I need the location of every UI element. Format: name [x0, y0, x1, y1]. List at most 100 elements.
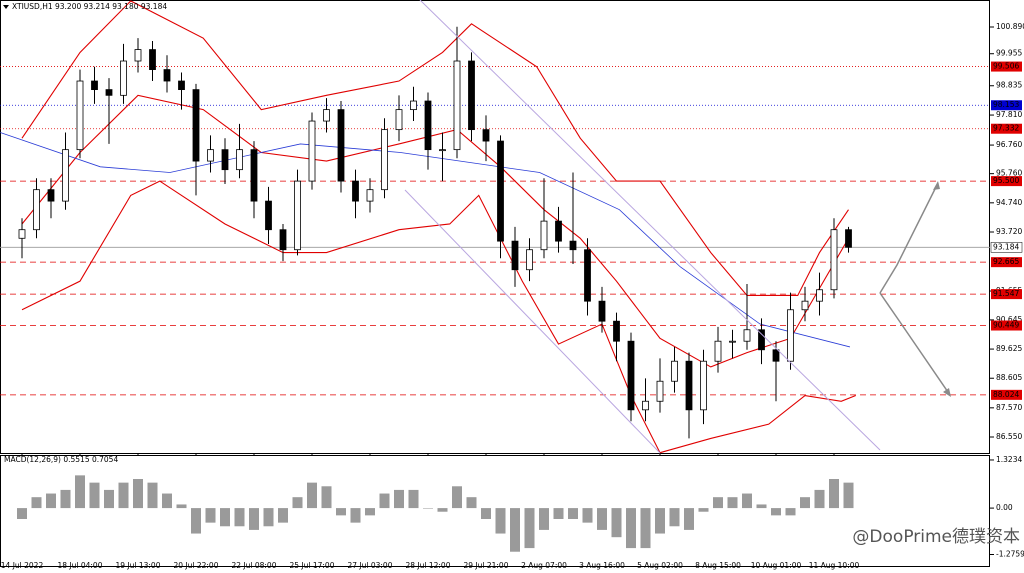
candle-body: [482, 129, 490, 142]
candle-body: [149, 49, 156, 70]
candle-body: [33, 189, 40, 231]
macd-bar: [495, 508, 506, 534]
y-tick-label: 89.625: [996, 344, 1022, 353]
watermark: @DooPrime德璞资本: [852, 527, 1020, 547]
price-panel: [0, 0, 990, 454]
candle-body: [845, 229, 852, 248]
x-tick-label: 3 Aug 16:00: [579, 561, 625, 570]
macd-bar: [104, 489, 114, 509]
candle-body: [758, 329, 765, 351]
macd-bar: [263, 508, 274, 527]
candle-body: [497, 140, 504, 242]
candle-body: [772, 349, 780, 362]
macd-bar: [843, 482, 854, 509]
candle-body: [685, 360, 693, 411]
level-label-box: [991, 61, 1022, 72]
level-label-box: [990, 242, 1023, 253]
x-tick-label: 28 Jul 12:00: [406, 561, 451, 570]
level-label-box: [991, 100, 1022, 111]
candle-body: [221, 149, 229, 171]
arrow-head: [943, 388, 951, 397]
macd-bar: [423, 508, 433, 509]
macd-bar: [481, 508, 491, 519]
macd-bar: [553, 508, 564, 519]
macd-bar: [437, 508, 448, 512]
level-label-box: [991, 176, 1022, 187]
y-tick-label: 87.570: [996, 403, 1022, 412]
x-tick-label: 25 Jul 17:00: [290, 561, 335, 570]
candle-body: [540, 220, 548, 251]
y-tick-label: 97.810: [996, 110, 1022, 119]
level-label: 88.024: [993, 390, 1019, 399]
candle-body: [62, 149, 69, 202]
macd-bar: [249, 508, 259, 530]
candle-body: [816, 289, 823, 302]
level-label-box: [991, 257, 1022, 268]
macd-bar: [205, 508, 216, 523]
candle-body: [671, 360, 678, 382]
candle-body: [381, 129, 388, 191]
y-tick-label: 93.720: [996, 227, 1022, 236]
x-tick-label: 29 Jul 21:00: [464, 561, 509, 570]
macd-bar: [524, 508, 535, 549]
x-tick-label: 27 Jul 03:00: [348, 561, 393, 570]
macd-bar: [829, 479, 839, 509]
candle-body: [613, 320, 620, 342]
macd-bar: [684, 508, 694, 530]
x-tick-label: 8 Aug 15:00: [695, 561, 741, 570]
macd-bar: [713, 497, 723, 509]
macd-bar: [626, 508, 636, 549]
macd-bar: [17, 508, 27, 519]
x-tick-label: 2 Aug 07:00: [521, 561, 567, 570]
level-label: 92.665: [993, 257, 1019, 266]
candle-body: [584, 249, 591, 302]
level-label: 95.500: [993, 176, 1019, 185]
macd-bar: [220, 508, 230, 527]
macd-bar: [698, 508, 709, 512]
candle-body: [337, 109, 345, 182]
level-label: 97.332: [993, 124, 1019, 133]
macd-bar: [176, 504, 187, 509]
level-label-box: [991, 123, 1022, 134]
candle-body: [424, 100, 432, 151]
y-tick-label: 1.3234: [996, 455, 1022, 464]
x-tick-label: 11 Aug 10:00: [809, 561, 860, 570]
macd-bar: [800, 497, 810, 509]
y-tick-label: 94.740: [996, 198, 1022, 207]
chart-title: XTIUSD,H1 93.200 93.214 93.180 93.184: [12, 2, 167, 11]
candle-body: [395, 109, 403, 131]
x-tick-label: 14 Jul 2022: [1, 561, 44, 570]
x-tick-label: 19 Jul 13:00: [116, 561, 161, 570]
macd-bar: [118, 482, 129, 509]
macd-bar: [771, 508, 781, 516]
macd-bar: [539, 508, 549, 530]
macd-bar: [727, 497, 738, 509]
macd-bar: [640, 508, 651, 549]
candle-body: [700, 360, 707, 411]
macd-bar: [785, 508, 796, 516]
candle-body: [134, 49, 142, 62]
y-tick-label: 100.890: [996, 22, 1024, 31]
macd-bar: [162, 493, 172, 509]
x-tick-label: 10 Aug 01:00: [751, 561, 802, 570]
macd-bar: [336, 508, 346, 516]
macd-bar: [466, 497, 477, 509]
candle-body: [279, 229, 287, 251]
level-label: 98.153: [993, 100, 1019, 109]
candle-body: [323, 109, 330, 122]
candle-body: [511, 240, 519, 271]
macd-title: MACD(12,26,9) 0.5515 0.7054: [4, 455, 118, 464]
candle-body: [555, 220, 562, 242]
candle-body: [787, 309, 794, 362]
candle-body: [801, 300, 809, 311]
arrow: [879, 292, 951, 396]
candle-body: [627, 340, 635, 411]
x-tick-label: 5 Aug 02:00: [637, 561, 683, 570]
channel-line: [419, 0, 881, 451]
macd-bar: [394, 489, 404, 509]
macd-bar: [321, 486, 332, 509]
candle-body: [265, 200, 272, 231]
candle-body: [76, 80, 84, 151]
level-label: 90.449: [993, 321, 1019, 330]
